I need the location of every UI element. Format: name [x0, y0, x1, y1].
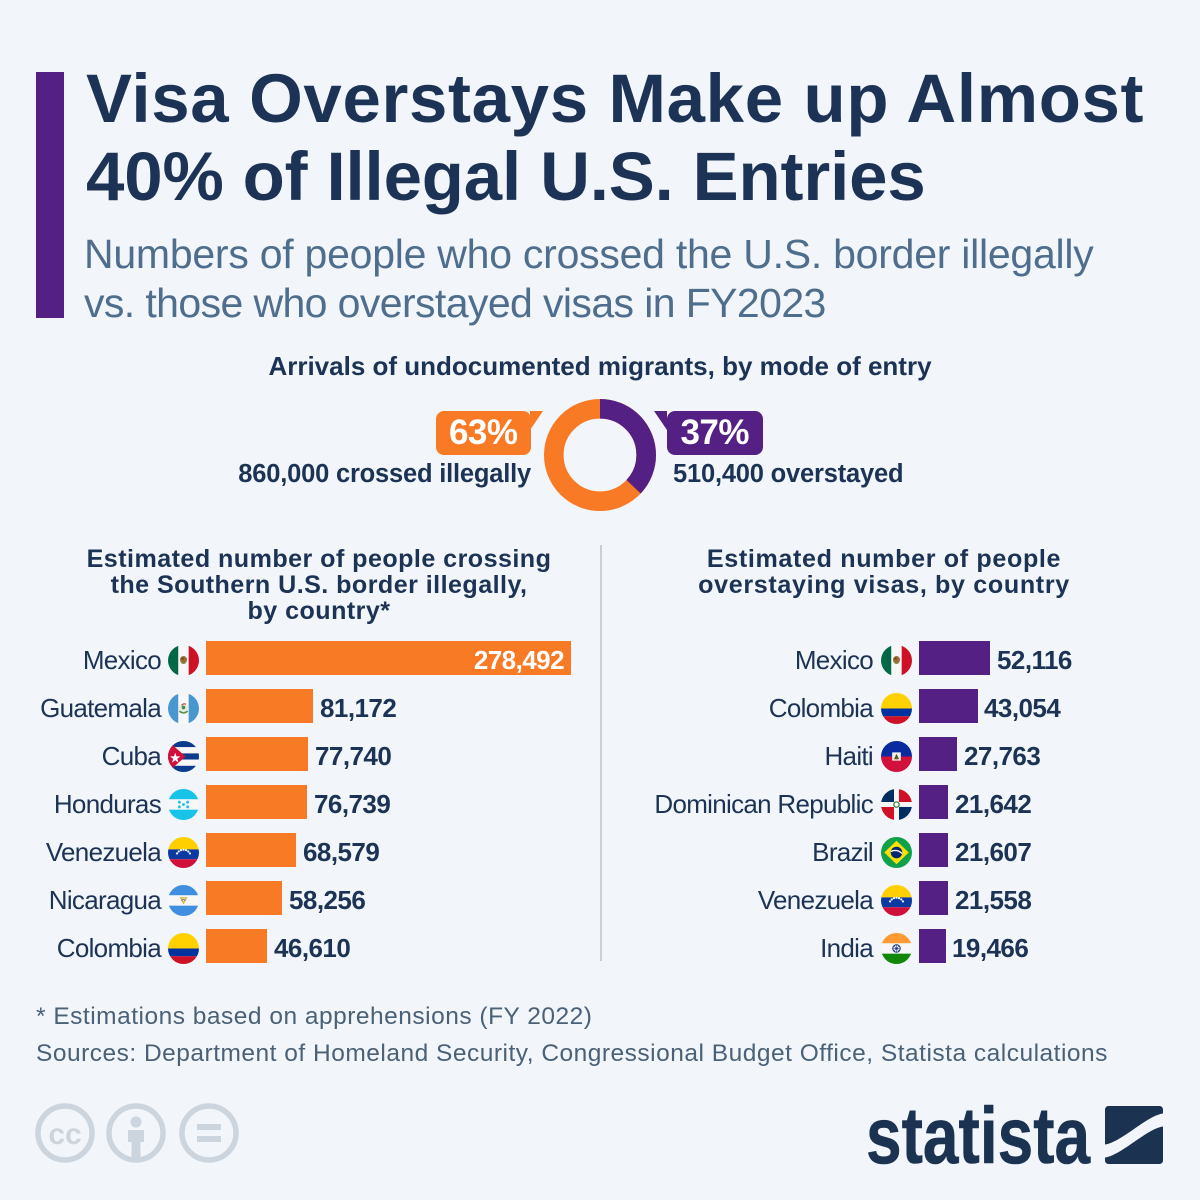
svg-text:cc: cc [48, 1118, 81, 1151]
